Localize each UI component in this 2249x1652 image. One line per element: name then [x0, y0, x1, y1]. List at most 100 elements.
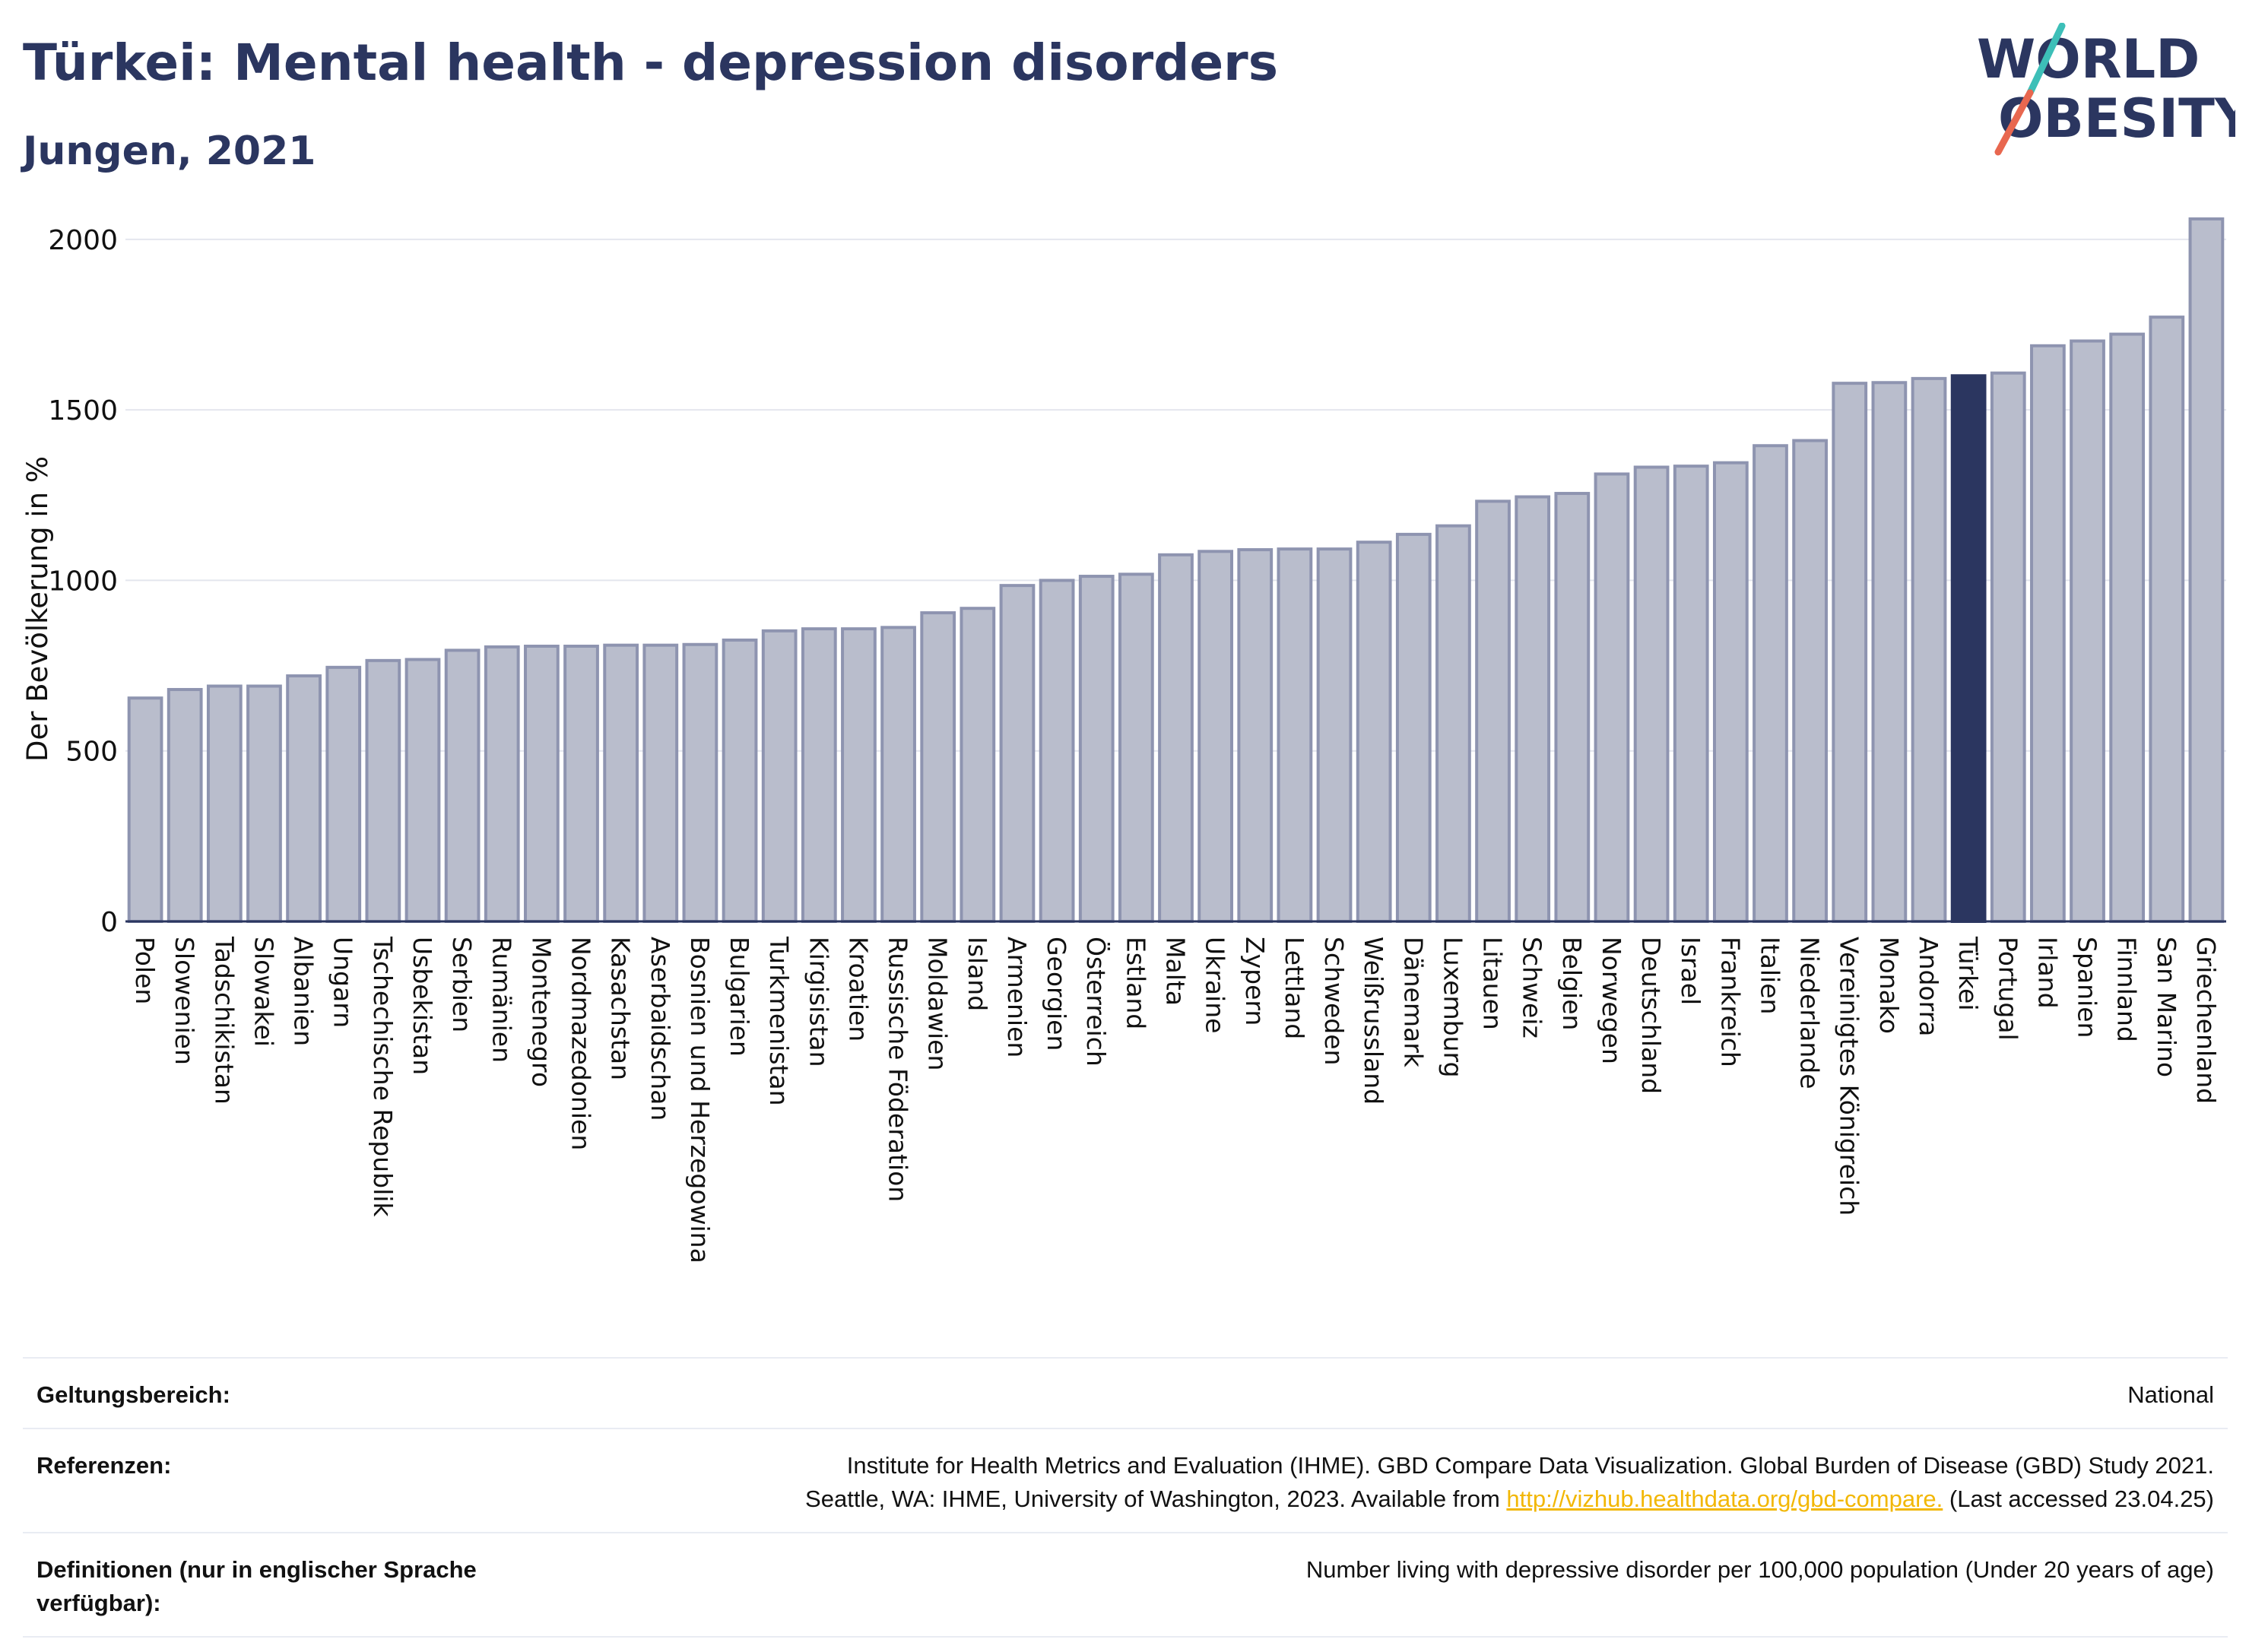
x-tick-label: Turkmenistan [764, 936, 794, 1106]
bar [1871, 381, 1908, 923]
info-row-scope: Geltungsbereich: National [23, 1356, 2228, 1430]
x-tick-label: Österreich [1081, 937, 1112, 1067]
x-tick-label: Usbekistan [408, 937, 437, 1075]
x-tick-label: Andorra [1914, 937, 1943, 1036]
x-tick-label: Moldawien [923, 937, 953, 1070]
bar [167, 687, 203, 923]
y-axis-label: Der Bevölkerung in % [21, 456, 54, 762]
x-tick-label: Serbien [447, 937, 477, 1032]
info-table: Geltungsbereich: National Referenzen: In… [23, 1356, 2228, 1638]
x-tick-label: Malta [1161, 937, 1191, 1006]
x-tick-label: Lettland [1280, 937, 1309, 1039]
y-tick-label: 0 [100, 907, 118, 938]
bar [1158, 553, 1194, 923]
bar [1594, 472, 1630, 923]
x-tick-label: Zypern [1240, 937, 1270, 1026]
bar [2070, 339, 2105, 923]
references-label: Referenzen: [23, 1428, 582, 1534]
x-tick-label: Kroatien [843, 937, 873, 1042]
y-tick-label: 500 [65, 737, 118, 768]
x-tick-label: Frankreich [1715, 937, 1745, 1067]
x-tick-label: Island [963, 937, 992, 1011]
x-tick-label: Türkei [1953, 936, 1983, 1011]
bar [880, 626, 916, 923]
x-tick-label: Albanien [289, 937, 319, 1046]
bar [1792, 439, 1828, 923]
x-tick-label: Bosnien und Herzegowina [685, 937, 715, 1264]
bar [206, 684, 243, 923]
category-labels: Polen Slowenien Tadschikistan Slowakei Alban… [130, 936, 2221, 1264]
x-tick-label: Kirgisistan [804, 937, 833, 1067]
x-tick-label: Kasachstan [606, 937, 636, 1080]
page-subtitle: Jungen, 2021 [23, 128, 316, 174]
bar [484, 645, 520, 924]
axes: 0 500 1000 1500 2000 [48, 225, 2226, 938]
y-tick-label: 1500 [48, 395, 118, 426]
bar [325, 665, 362, 923]
bar-chart: 0 500 1000 1500 2000 Polen Slowenien Tadschiki… [21, 217, 2226, 1264]
bar [563, 645, 599, 923]
x-tick-label: Israel [1676, 937, 1705, 1005]
x-tick-label: Griechenland [2191, 937, 2221, 1104]
bar [682, 642, 718, 923]
bar [801, 627, 837, 924]
x-tick-label: Monako [1874, 937, 1904, 1034]
x-tick-label: Schweden [1319, 937, 1349, 1065]
bar [1395, 532, 1432, 923]
logo-slash-bottom [1994, 89, 2034, 156]
x-tick-label: Spanien [2073, 937, 2102, 1038]
bars [127, 217, 2225, 924]
x-tick-label: Armenien [1002, 937, 1032, 1057]
bar [2149, 315, 2185, 924]
bar [1237, 548, 1274, 923]
bar [1356, 541, 1392, 923]
scope-label: Geltungsbereich: [23, 1356, 582, 1430]
bar [960, 607, 996, 923]
logo-line-1: WORLD [1977, 28, 2200, 90]
references-line-1: Institute for Health Metrics and Evaluat… [846, 1452, 2214, 1479]
bar [1277, 547, 1313, 923]
definitions-value: Number living with depressive disorder p… [582, 1532, 2228, 1638]
x-tick-label: Nordmazedonien [566, 937, 596, 1150]
bar [1515, 495, 1551, 923]
y-tick-label: 2000 [48, 225, 118, 256]
logo-line-2: OBESITY [1998, 87, 2235, 150]
bar [444, 648, 481, 924]
bar [2188, 217, 2225, 923]
x-tick-label: Rumänien [487, 937, 516, 1063]
x-tick-label: Aserbaidschan [646, 937, 675, 1121]
bar [2109, 332, 2146, 923]
bar [246, 684, 282, 923]
definitions-label: Definitionen (nur in englischer Sprache … [23, 1532, 582, 1638]
x-tick-label: Irland [2032, 937, 2062, 1009]
references-line-2-post: (Last accessed 23.04.25) [1943, 1485, 2214, 1512]
bar [761, 629, 798, 923]
bar [722, 638, 758, 924]
info-row-definitions: Definitionen (nur in englischer Sprache … [23, 1532, 2228, 1638]
bar [1911, 376, 1947, 924]
bar [286, 674, 322, 923]
x-tick-label: Luxemburg [1438, 937, 1467, 1077]
bar [1118, 572, 1154, 923]
bar [365, 658, 401, 923]
references-value: Institute for Health Metrics and Evaluat… [582, 1428, 2228, 1534]
bar [1554, 492, 1591, 923]
bar [1832, 382, 1868, 923]
bar [603, 643, 639, 924]
bar-highlight [1950, 374, 1987, 924]
bar [1078, 575, 1115, 923]
bar [524, 645, 560, 923]
x-tick-label: Niederlande [1795, 937, 1825, 1089]
bar [1990, 371, 2026, 923]
x-tick-label: Bulgarien [725, 937, 754, 1057]
bar [2030, 344, 2066, 924]
bar [1753, 444, 1788, 923]
logo-slash-top [2026, 23, 2066, 97]
references-link[interactable]: http://vizhub.healthdata.org/gbd-compare… [1506, 1485, 1943, 1512]
x-tick-label: Litauen [1478, 937, 1508, 1030]
x-tick-label: Schweiz [1518, 937, 1547, 1038]
bar [1435, 524, 1471, 923]
x-tick-label: Norwegen [1597, 937, 1626, 1064]
bar [1475, 499, 1511, 923]
x-tick-label: Ungarn [328, 937, 358, 1028]
